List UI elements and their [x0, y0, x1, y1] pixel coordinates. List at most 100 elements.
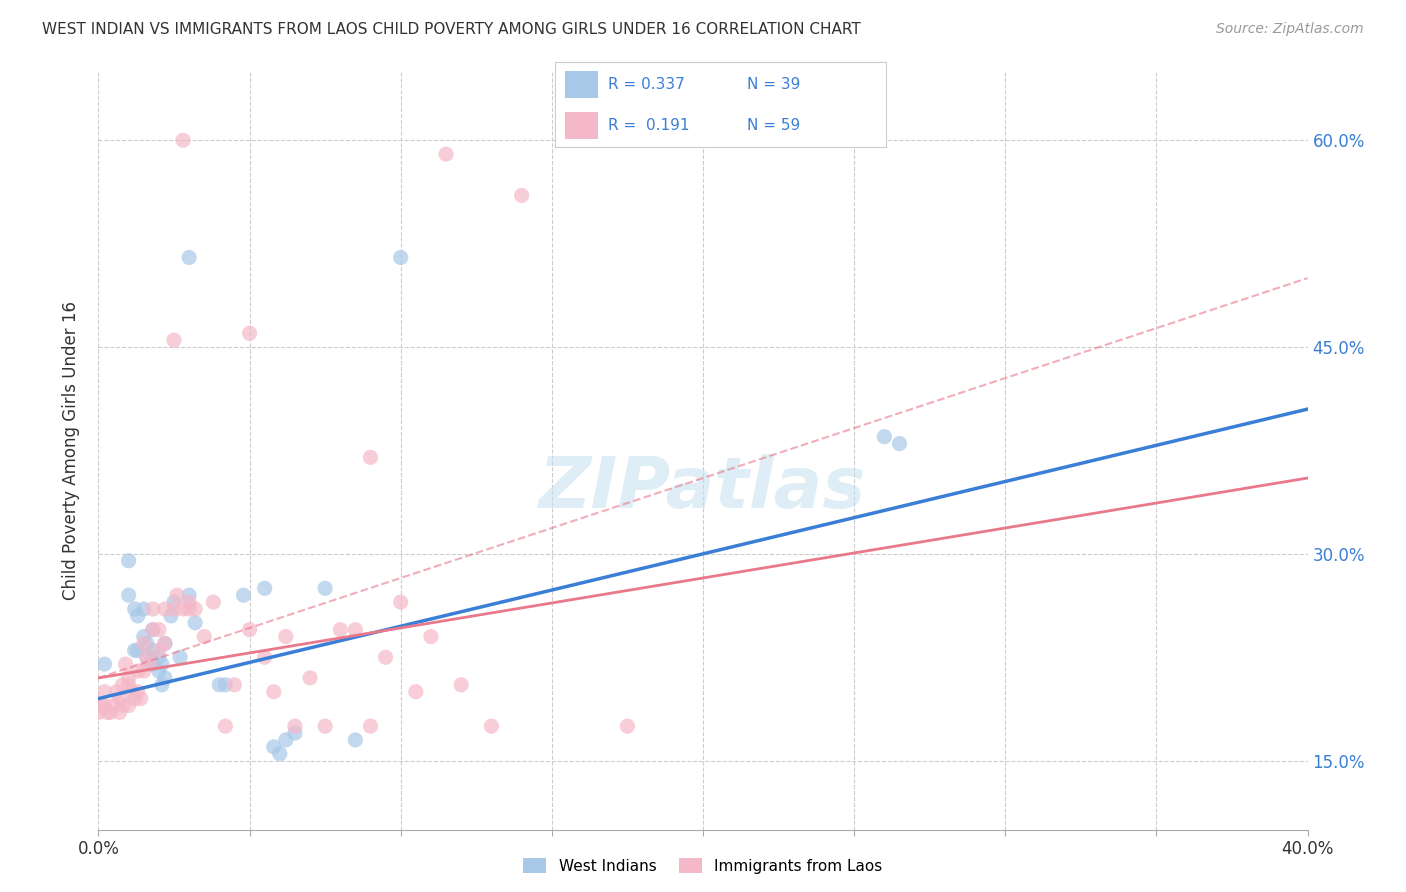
- Point: [127, 684, 149, 698]
- Text: WEST INDIAN VS IMMIGRANTS FROM LAOS CHILD POVERTY AMONG GIRLS UNDER 16 CORRELATI: WEST INDIAN VS IMMIGRANTS FROM LAOS CHIL…: [42, 22, 860, 37]
- Point: [389, 595, 412, 609]
- Point: [96, 706, 118, 720]
- Point: [124, 602, 146, 616]
- Point: [616, 719, 638, 733]
- Point: [87, 706, 110, 720]
- Point: [163, 333, 186, 347]
- Legend: West Indians, Immigrants from Laos: West Indians, Immigrants from Laos: [517, 852, 889, 880]
- Point: [127, 643, 149, 657]
- Point: [193, 630, 215, 644]
- Point: [299, 671, 322, 685]
- Point: [114, 657, 136, 672]
- Point: [148, 643, 170, 657]
- Point: [124, 643, 146, 657]
- Point: [132, 630, 155, 644]
- Point: [450, 678, 472, 692]
- Point: [232, 588, 254, 602]
- Point: [405, 684, 427, 698]
- Point: [118, 698, 141, 713]
- Point: [153, 602, 176, 616]
- Text: N = 39: N = 39: [747, 77, 800, 92]
- Point: [314, 582, 336, 596]
- Point: [111, 698, 134, 713]
- Point: [179, 595, 201, 609]
- Bar: [565, 112, 599, 139]
- Point: [135, 650, 157, 665]
- Point: [118, 678, 141, 692]
- Point: [224, 678, 246, 692]
- Point: [150, 678, 173, 692]
- Point: [100, 706, 122, 720]
- Point: [153, 636, 176, 650]
- Point: [142, 602, 165, 616]
- Point: [166, 588, 188, 602]
- Point: [481, 719, 503, 733]
- Text: ZIPatlas: ZIPatlas: [540, 454, 866, 523]
- Text: N = 59: N = 59: [747, 118, 800, 133]
- Point: [105, 684, 128, 698]
- Text: Source: ZipAtlas.com: Source: ZipAtlas.com: [1216, 22, 1364, 37]
- Point: [314, 719, 336, 733]
- Point: [153, 636, 176, 650]
- Text: R = 0.337: R = 0.337: [609, 77, 685, 92]
- Point: [172, 602, 194, 616]
- Point: [434, 147, 457, 161]
- Point: [108, 691, 131, 706]
- Point: [142, 623, 165, 637]
- Point: [135, 650, 157, 665]
- Point: [389, 251, 412, 265]
- Point: [118, 671, 141, 685]
- Point: [148, 664, 170, 678]
- Point: [374, 650, 396, 665]
- Point: [142, 623, 165, 637]
- Point: [148, 650, 170, 665]
- Point: [184, 602, 207, 616]
- Point: [108, 706, 131, 720]
- Point: [127, 608, 149, 623]
- Point: [118, 554, 141, 568]
- Point: [274, 733, 297, 747]
- Point: [142, 643, 165, 657]
- Point: [202, 595, 225, 609]
- Point: [132, 636, 155, 650]
- Point: [163, 595, 186, 609]
- Point: [253, 582, 276, 596]
- Point: [169, 650, 191, 665]
- Point: [179, 602, 201, 616]
- Point: [139, 657, 162, 672]
- Point: [344, 623, 367, 637]
- Text: R =  0.191: R = 0.191: [609, 118, 690, 133]
- Point: [208, 678, 231, 692]
- Point: [263, 684, 285, 698]
- Point: [135, 636, 157, 650]
- Point: [93, 657, 115, 672]
- Point: [889, 436, 911, 450]
- Point: [239, 326, 262, 341]
- Point: [121, 684, 143, 698]
- Bar: [565, 71, 599, 98]
- Point: [118, 588, 141, 602]
- Point: [214, 678, 236, 692]
- Point: [284, 719, 307, 733]
- Point: [153, 671, 176, 685]
- Point: [329, 623, 352, 637]
- Point: [160, 608, 183, 623]
- Point: [214, 719, 236, 733]
- Point: [139, 657, 162, 672]
- Point: [179, 251, 201, 265]
- Point: [150, 657, 173, 672]
- Point: [163, 602, 186, 616]
- Y-axis label: Child Poverty Among Girls Under 16: Child Poverty Among Girls Under 16: [62, 301, 80, 600]
- Point: [263, 739, 285, 754]
- Point: [93, 698, 115, 713]
- Point: [253, 650, 276, 665]
- Point: [129, 691, 152, 706]
- Point: [269, 747, 291, 761]
- Point: [420, 630, 443, 644]
- Point: [239, 623, 262, 637]
- Point: [148, 623, 170, 637]
- Point: [132, 664, 155, 678]
- Point: [172, 133, 194, 147]
- Point: [90, 698, 112, 713]
- Point: [510, 188, 533, 202]
